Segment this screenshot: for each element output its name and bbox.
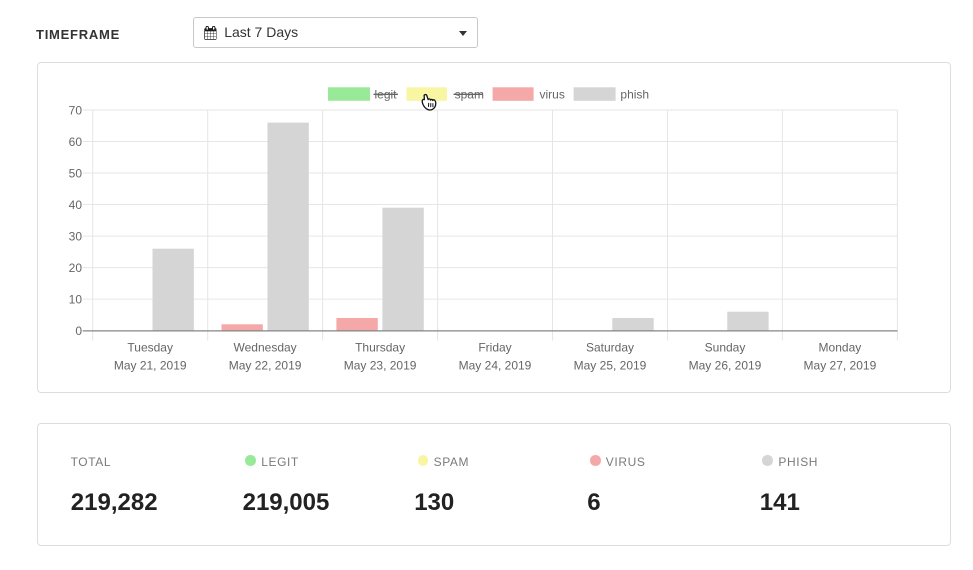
svg-text:Tuesday: Tuesday [127,340,173,354]
svg-text:May 21, 2019: May 21, 2019 [114,359,187,373]
svg-text:30: 30 [69,229,83,243]
svg-text:May 22, 2019: May 22, 2019 [229,359,302,373]
svg-text:May 25, 2019: May 25, 2019 [574,359,647,373]
svg-text:60: 60 [69,135,83,149]
svg-text:May 23, 2019: May 23, 2019 [344,359,417,373]
svg-text:10: 10 [69,292,83,306]
svg-text:virus: virus [540,87,565,101]
svg-text:20: 20 [69,261,83,275]
svg-text:Wednesday: Wednesday [234,340,297,354]
svg-text:May 27, 2019: May 27, 2019 [804,359,877,373]
svg-text:40: 40 [69,198,83,212]
svg-text:May 24, 2019: May 24, 2019 [459,359,532,373]
svg-text:Sunday: Sunday [705,340,746,354]
svg-text:0: 0 [75,324,82,338]
svg-text:Monday: Monday [819,340,862,354]
svg-text:Saturday: Saturday [586,340,634,354]
svg-text:50: 50 [69,166,83,180]
svg-text:Friday: Friday [478,340,511,354]
svg-text:Thursday: Thursday [355,340,405,354]
svg-text:70: 70 [69,103,83,117]
svg-text:phish: phish [620,87,649,101]
svg-text:May 26, 2019: May 26, 2019 [689,359,762,373]
